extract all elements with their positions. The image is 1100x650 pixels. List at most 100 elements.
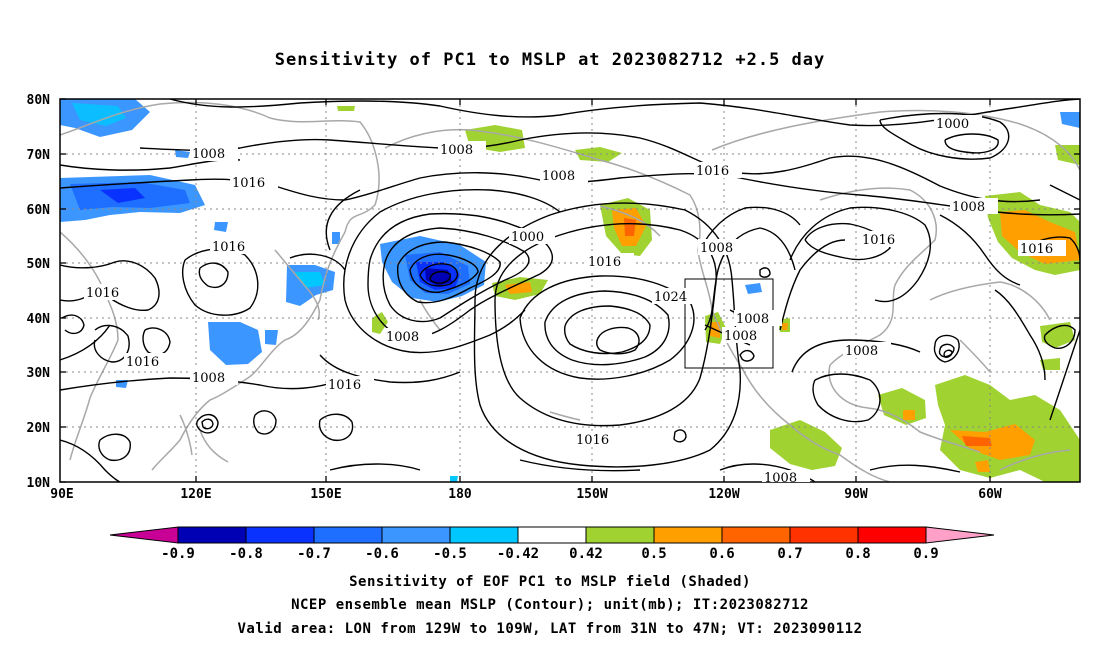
lon-label: 90E bbox=[50, 487, 73, 502]
contour-label: 1016 bbox=[694, 162, 742, 179]
contour-label: 1016 bbox=[586, 253, 634, 270]
contour-label: 1008 bbox=[190, 369, 238, 386]
colorbar-swatch bbox=[721, 526, 791, 544]
svg-text:1008: 1008 bbox=[724, 329, 757, 344]
contour-label: 1008 bbox=[950, 198, 998, 215]
map-frame bbox=[59, 98, 1081, 483]
colorbar-swatch bbox=[857, 526, 927, 544]
caption-line-2: NCEP ensemble mean MSLP (Contour); unit(… bbox=[291, 597, 809, 613]
longitude-labels: 90E 120E 150E 180 150W 120W 90W 60W bbox=[50, 487, 1002, 502]
colorbar-high-arrow bbox=[925, 526, 995, 544]
svg-text:1008: 1008 bbox=[952, 200, 985, 215]
contour-label: 1000 bbox=[509, 228, 555, 245]
colorbar-tick-label: -0.8 bbox=[229, 546, 263, 562]
svg-text:1008: 1008 bbox=[542, 169, 575, 184]
lat-label: 20N bbox=[27, 421, 51, 436]
colorbar-low-arrow bbox=[109, 526, 179, 544]
contour-label: 1016 bbox=[210, 238, 258, 255]
lat-label: 50N bbox=[27, 257, 51, 272]
map-title: Sensitivity of PC1 to MSLP at 2023082712… bbox=[274, 50, 826, 70]
svg-text:1008: 1008 bbox=[386, 330, 419, 345]
svg-text:1008: 1008 bbox=[736, 312, 769, 327]
svg-text:1008: 1008 bbox=[192, 147, 225, 162]
lat-label: 40N bbox=[27, 312, 51, 327]
svg-text:1008: 1008 bbox=[764, 471, 797, 486]
lat-label: 60N bbox=[27, 203, 51, 218]
svg-text:1000: 1000 bbox=[936, 117, 969, 132]
contour-label: 1008 bbox=[540, 167, 588, 184]
svg-text:1008: 1008 bbox=[440, 143, 473, 158]
caption-line-1: Sensitivity of EOF PC1 to MSLP field (Sh… bbox=[349, 574, 751, 590]
svg-text:1016: 1016 bbox=[86, 286, 119, 301]
svg-text:1008: 1008 bbox=[700, 241, 733, 256]
colorbar-swatch bbox=[789, 526, 859, 544]
svg-text:1008: 1008 bbox=[845, 344, 878, 359]
lat-label: 70N bbox=[27, 148, 51, 163]
colorbar-swatch bbox=[517, 526, 587, 544]
contour-label: 1016 bbox=[574, 431, 622, 448]
caption-line-3: Valid area: LON from 129W to 109W, LAT f… bbox=[237, 621, 863, 637]
colorbar: -0.9 -0.8 -0.7 -0.6 -0.5 -0.42 0.42 0.5 0.6 0.7 0.… bbox=[109, 526, 995, 562]
colorbar-tick-label: 0.9 bbox=[913, 546, 938, 562]
colorbar-tick-label: 0.42 bbox=[569, 546, 603, 562]
svg-text:1008: 1008 bbox=[192, 371, 225, 386]
contour-label: 1008 bbox=[190, 145, 238, 162]
svg-text:1016: 1016 bbox=[862, 233, 895, 248]
contour-label: 1000 bbox=[934, 115, 982, 132]
mslp-contours bbox=[60, 99, 1080, 482]
colorbar-swatch bbox=[313, 526, 383, 544]
colorbar-tick-label: 0.8 bbox=[845, 546, 870, 562]
lat-label: 30N bbox=[27, 366, 51, 381]
contour-label: 1016 bbox=[860, 231, 908, 248]
colorbar-tick-label: -0.7 bbox=[297, 546, 331, 562]
colorbar-tick-label: 0.7 bbox=[777, 546, 802, 562]
contour-label: 1024 bbox=[652, 288, 700, 305]
colorbar-tick-label: -0.6 bbox=[365, 546, 399, 562]
contour-label: 1016 bbox=[326, 376, 374, 393]
svg-text:1024: 1024 bbox=[654, 290, 687, 305]
contour-label: 1008 bbox=[762, 470, 810, 486]
lat-label: 10N bbox=[27, 476, 51, 491]
contour-label: 1016 bbox=[84, 284, 132, 301]
svg-text:1016: 1016 bbox=[588, 255, 621, 270]
svg-text:1000: 1000 bbox=[511, 230, 544, 245]
svg-text:1016: 1016 bbox=[232, 176, 265, 191]
lon-label: 60W bbox=[978, 487, 1002, 502]
colorbar-swatch bbox=[449, 526, 519, 544]
colorbar-tick-label: -0.9 bbox=[161, 546, 195, 562]
svg-text:1016: 1016 bbox=[212, 240, 245, 255]
lon-label: 120E bbox=[180, 487, 211, 502]
svg-text:1016: 1016 bbox=[576, 433, 609, 448]
contour-label: 1016 bbox=[124, 353, 172, 370]
lon-label: 90W bbox=[844, 487, 868, 502]
contour-label: 1008 bbox=[722, 327, 770, 344]
lon-label: 120W bbox=[708, 487, 739, 502]
colorbar-tick-label: -0.42 bbox=[497, 546, 539, 562]
colorbar-tick-label: 0.6 bbox=[709, 546, 734, 562]
contour-label: 1008 bbox=[843, 342, 891, 359]
colorbar-swatch bbox=[381, 526, 451, 544]
svg-text:1016: 1016 bbox=[126, 355, 159, 370]
svg-text:1016: 1016 bbox=[696, 164, 729, 179]
axis-ticks bbox=[60, 98, 1080, 483]
contour-label: 1016 bbox=[230, 174, 278, 191]
contour-label: 1008 bbox=[698, 239, 746, 256]
colorbar-tick-label: -0.5 bbox=[433, 546, 467, 562]
colorbar-swatch bbox=[177, 526, 247, 544]
colorbar-swatch bbox=[585, 526, 655, 544]
colorbar-swatch bbox=[245, 526, 315, 544]
lat-label: 80N bbox=[27, 93, 51, 108]
contour-label-group: 1000 1000 1008 1008 1008 1008 1008 1008 … bbox=[84, 115, 1066, 486]
contour-label: 1016 bbox=[1018, 240, 1066, 257]
contour-label: 1008 bbox=[438, 141, 486, 158]
lon-label: 150W bbox=[576, 487, 607, 502]
lon-label: 150E bbox=[310, 487, 341, 502]
contour-label: 1008 bbox=[734, 310, 782, 327]
colorbar-swatch bbox=[653, 526, 723, 544]
contour-label: 1008 bbox=[384, 328, 432, 345]
svg-text:1016: 1016 bbox=[328, 378, 361, 393]
svg-text:1016: 1016 bbox=[1020, 242, 1053, 257]
lon-label: 180 bbox=[448, 487, 472, 502]
colorbar-tick-label: 0.5 bbox=[641, 546, 666, 562]
